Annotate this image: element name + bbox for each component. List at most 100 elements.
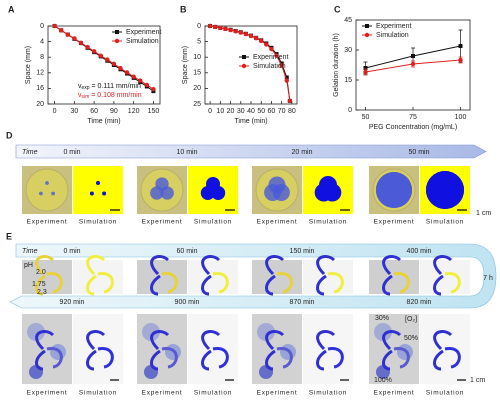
y-tick-label: 20 [36, 101, 44, 108]
marker [365, 24, 369, 28]
gel-blob [142, 323, 160, 341]
marker [151, 86, 156, 92]
y-tick-label: 0 [40, 23, 44, 30]
gel-blob [144, 365, 158, 379]
series-line [54, 25, 154, 90]
caption: Simulation [79, 390, 117, 397]
y-tick-label: 45 [344, 17, 352, 24]
legend-label: Simulation [253, 63, 286, 70]
channel [382, 255, 402, 276]
channel [316, 274, 327, 296]
x-tick-label: 120 [128, 108, 140, 115]
experiment-image [137, 260, 187, 294]
y-tick-label: 15 [344, 77, 352, 84]
channel [86, 255, 106, 276]
marker [410, 61, 416, 67]
channel [86, 349, 97, 371]
frame-time: 0 min [63, 149, 80, 156]
channel [382, 349, 393, 371]
time-label: Time [22, 149, 38, 156]
x-tick-label: 0 [53, 108, 57, 115]
marker [118, 65, 123, 71]
exp-spot [51, 191, 55, 196]
marker [228, 27, 233, 33]
caption: Experiment [374, 219, 415, 226]
x-tick-label: 100 [455, 114, 467, 121]
frame-time: 20 min [291, 149, 312, 156]
exp-spot [45, 181, 49, 185]
marker [363, 69, 368, 75]
channel [201, 330, 221, 351]
y-tick-label: 10 [193, 54, 201, 61]
annotation: vsim = 0.108 mm/min [78, 92, 142, 100]
ph-value: 1.75 [32, 281, 46, 288]
marker [111, 61, 117, 67]
marker [287, 98, 293, 104]
gel-blob [27, 323, 45, 341]
marker [138, 78, 143, 83]
channel [276, 347, 293, 369]
channel [35, 349, 46, 371]
channel [150, 330, 170, 351]
sim-spot [323, 183, 342, 202]
ph-label: pH [24, 262, 33, 269]
marker [207, 23, 213, 29]
marker [238, 30, 243, 35]
channel [382, 330, 402, 351]
caption: Experiment [257, 219, 298, 226]
marker [269, 46, 274, 52]
channel [316, 349, 327, 371]
simulation-image [188, 260, 238, 294]
x-tick-label: 70 [278, 108, 286, 115]
exp-spot [375, 171, 413, 209]
time-arrow [15, 144, 487, 159]
simulation-image [303, 260, 353, 294]
gel-blob [259, 365, 273, 379]
channel [433, 274, 444, 296]
marker [65, 32, 70, 37]
marker [78, 40, 84, 45]
channel [46, 347, 63, 369]
o2-label: 100% [374, 377, 392, 384]
channel [382, 274, 393, 296]
annotation-part: = 0.108 mm/min [89, 92, 141, 99]
y-axis-label: Gelation duration (h) [333, 33, 340, 97]
marker [72, 36, 77, 41]
x-axis-label: Time (min) [87, 118, 120, 125]
channel [393, 272, 410, 294]
marker [98, 53, 103, 58]
annotation-part: sim [82, 94, 90, 100]
y-tick-label: 8 [40, 54, 44, 61]
ph-value: 2.0 [36, 269, 46, 276]
y-tick-label: 20 [193, 85, 201, 92]
y-tick-label: 0 [197, 23, 201, 30]
experiment-image [369, 260, 419, 294]
exp-spot [150, 186, 164, 200]
x-axis-label: PEG Concentration (mg/mL) [369, 124, 457, 131]
frame-time: 150 min [290, 248, 315, 255]
channel [161, 347, 178, 369]
x-tick-label: 150 [148, 108, 160, 115]
channel [150, 349, 161, 371]
channel [444, 347, 461, 369]
marker [259, 38, 264, 44]
channel [46, 272, 63, 294]
marker [243, 31, 249, 37]
caption: Simulation [309, 390, 347, 397]
marker [131, 74, 136, 79]
y-tick-label: 5 [197, 38, 201, 45]
channel [265, 330, 285, 351]
marker [274, 53, 279, 58]
channel [433, 349, 444, 371]
caption: Simulation [79, 219, 117, 226]
sim-spot [426, 171, 464, 209]
y-tick-label: 30 [344, 47, 352, 54]
simulation-image [73, 260, 123, 294]
channel [327, 347, 344, 369]
marker [411, 54, 415, 58]
sim-spot [200, 186, 215, 200]
gel-blob [29, 365, 43, 379]
x-tick-label: 75 [409, 114, 417, 121]
sim-spot [89, 191, 94, 196]
channel [444, 272, 461, 294]
